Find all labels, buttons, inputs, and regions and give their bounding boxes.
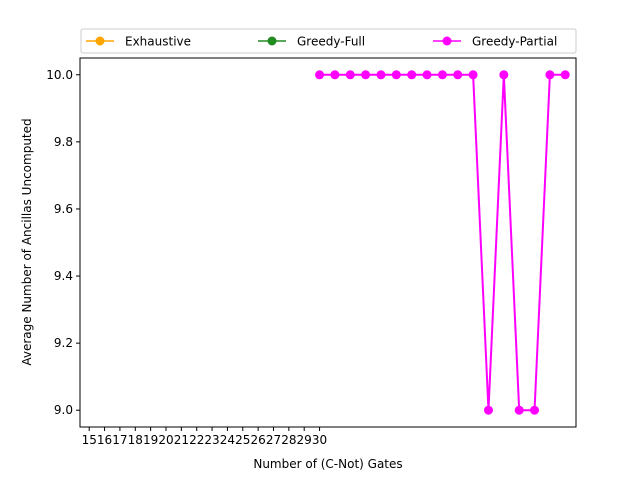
data-point [376, 70, 386, 80]
data-point [437, 70, 447, 80]
data-point [514, 405, 524, 415]
y-axis-ticks: 9.0 9.2 9.4 9.6 9.8 10.0 [46, 68, 80, 417]
legend: Exhaustive Greedy-Full Greedy-Partial [80, 28, 577, 54]
x-tick-label: 17 [112, 433, 127, 447]
x-axis-label: Number of (C-Not) Gates [253, 457, 402, 471]
x-tick-label: 21 [174, 433, 189, 447]
x-tick-label: 27 [266, 433, 281, 447]
y-tick-label: 9.8 [54, 135, 73, 149]
legend-marker [442, 36, 452, 46]
y-tick-label: 9.0 [54, 403, 73, 417]
x-tick-label: 30 [312, 433, 327, 447]
data-point [530, 405, 540, 415]
data-point [545, 70, 555, 80]
data-point [483, 405, 493, 415]
x-tick-label: 24 [220, 433, 235, 447]
x-tick-label: 20 [158, 433, 173, 447]
x-tick-label: 18 [128, 433, 143, 447]
data-point [361, 70, 371, 80]
plot-area [79, 57, 577, 428]
data-point [468, 70, 478, 80]
x-tick-label: 23 [204, 433, 219, 447]
x-tick-label: 26 [250, 433, 265, 447]
data-point [453, 70, 463, 80]
x-tick-label: 25 [235, 433, 250, 447]
legend-label: Greedy-Partial [472, 35, 557, 49]
data-point [345, 70, 355, 80]
legend-marker [95, 36, 105, 46]
x-tick-label: 28 [281, 433, 296, 447]
x-tick-label: 29 [297, 433, 312, 447]
data-point [560, 70, 570, 80]
x-tick-label: 16 [97, 433, 112, 447]
legend-label: Exhaustive [125, 35, 191, 49]
data-point [422, 70, 432, 80]
y-axis-label: Average Number of Ancillas Uncomputed [20, 118, 34, 365]
y-tick-label: 9.6 [54, 202, 73, 216]
data-point [315, 70, 325, 80]
y-tick-label: 9.2 [54, 336, 73, 350]
data-point [499, 70, 509, 80]
x-tick-label: 15 [82, 433, 97, 447]
y-tick-label: 10.0 [46, 68, 73, 82]
data-point [330, 70, 340, 80]
y-tick-label: 9.4 [54, 269, 73, 283]
x-tick-label: 19 [143, 433, 158, 447]
data-point [407, 70, 417, 80]
series-layer [315, 70, 570, 415]
x-tick-label: 22 [189, 433, 204, 447]
x-axis-ticks: 15 16 17 18 19 20 21 22 23 24 25 26 27 28 29 30 [82, 427, 327, 447]
data-point [391, 70, 401, 80]
legend-frame [80, 28, 577, 54]
legend-label: Greedy-Full [297, 35, 365, 49]
legend-marker [267, 36, 277, 46]
